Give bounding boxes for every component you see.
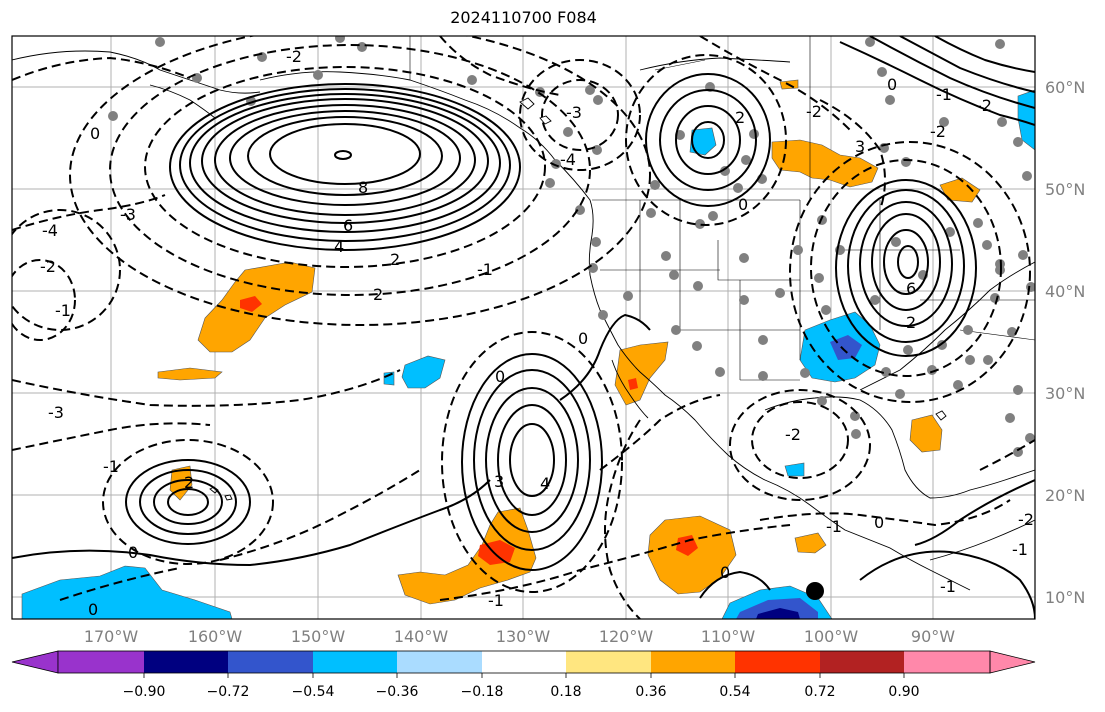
contour-label: -2 bbox=[1018, 510, 1034, 529]
lat-label: 20°N bbox=[1045, 486, 1085, 505]
latitude-labels: 60°N 50°N 40°N 30°N 20°N 10°N bbox=[1045, 78, 1085, 607]
contour-label: -1 bbox=[477, 260, 493, 279]
contour-label: -4 bbox=[42, 221, 58, 240]
contour-label: 6 bbox=[343, 216, 353, 235]
colorbar: −0.90 −0.72 −0.54 −0.36 −0.18 0.18 0.36 … bbox=[11, 650, 1036, 700]
colorbar-label: −0.18 bbox=[461, 684, 504, 700]
contour-label: 2 bbox=[906, 313, 916, 332]
shading-strong-positive bbox=[240, 296, 698, 565]
contour-label: 0 bbox=[90, 124, 100, 143]
lon-label: 90°W bbox=[911, 627, 955, 646]
islands bbox=[209, 97, 947, 501]
lon-label: 170°W bbox=[84, 627, 139, 646]
lon-label: 100°W bbox=[804, 627, 859, 646]
colorbar-label: 0.72 bbox=[804, 684, 835, 700]
contour-label: -3 bbox=[48, 403, 64, 422]
contour-label: 3 bbox=[855, 137, 865, 156]
lat-label: 10°N bbox=[1045, 588, 1085, 607]
lat-label: 40°N bbox=[1045, 282, 1085, 301]
lat-label: 50°N bbox=[1045, 180, 1085, 199]
contour-label: 0 bbox=[495, 367, 505, 386]
contour-label: -2 bbox=[286, 47, 302, 66]
lat-label: 30°N bbox=[1045, 384, 1085, 403]
contour-label: 0 bbox=[720, 563, 730, 582]
lon-label: 110°W bbox=[701, 627, 756, 646]
lon-label: 160°W bbox=[188, 627, 243, 646]
colorbar-segment bbox=[904, 651, 990, 673]
contour-label: -2 bbox=[785, 425, 801, 444]
contour-labels: 8 6 4 2 2 0 -3 -4 -2 -2 -1 -1 0 2 3 4 0 … bbox=[40, 47, 1034, 619]
lon-label: 120°W bbox=[599, 627, 654, 646]
lon-label: 130°W bbox=[496, 627, 551, 646]
colorbar-label: 0.36 bbox=[635, 684, 666, 700]
contours-positive bbox=[12, 36, 1035, 619]
contour-label: -1 bbox=[55, 301, 71, 320]
colorbar-segment bbox=[820, 651, 904, 673]
map-panel: 8 6 4 2 2 0 -3 -4 -2 -2 -1 -1 0 2 3 4 0 … bbox=[12, 36, 1035, 619]
colorbar-segment bbox=[397, 651, 482, 673]
contour-label: -2 bbox=[976, 96, 992, 115]
colorbar-segment bbox=[651, 651, 735, 673]
contour-label: 0 bbox=[874, 513, 884, 532]
contour-label: -2 bbox=[40, 257, 56, 276]
colorbar-label: −0.54 bbox=[292, 684, 335, 700]
longitude-labels: 170°W 160°W 150°W 140°W 130°W 120°W 110°… bbox=[84, 627, 955, 646]
hurricane-marker bbox=[806, 582, 824, 600]
contour-label: 6 bbox=[906, 279, 916, 298]
contour-label: 2 bbox=[735, 108, 745, 127]
contour-label: -2 bbox=[806, 102, 822, 121]
contour-label: -1 bbox=[1012, 540, 1028, 559]
colorbar-right-extend bbox=[989, 650, 1036, 674]
lon-label: 140°W bbox=[394, 627, 449, 646]
contour-label: 4 bbox=[540, 474, 550, 493]
colorbar-label: 0.18 bbox=[550, 684, 581, 700]
contour-label: 2 bbox=[373, 285, 383, 304]
contour-label: -1 bbox=[103, 457, 119, 476]
map-title: 2024110700 F084 bbox=[450, 8, 597, 27]
contour-label: 0 bbox=[887, 75, 897, 94]
colorbar-segment bbox=[735, 651, 820, 673]
contour-label: -1 bbox=[488, 591, 504, 610]
contours-negative bbox=[12, 36, 1035, 619]
colorbar-label: −0.36 bbox=[376, 684, 419, 700]
contour-label: -1 bbox=[936, 85, 952, 104]
contour-label: -4 bbox=[560, 150, 576, 169]
colorbar-segment bbox=[482, 651, 566, 673]
contour-label: -3 bbox=[566, 103, 582, 122]
lat-label: 60°N bbox=[1045, 78, 1085, 97]
contour-label: 0 bbox=[88, 600, 98, 619]
colorbar-segment bbox=[228, 651, 313, 673]
colorbar-label: −0.72 bbox=[207, 684, 250, 700]
colorbar-segment bbox=[144, 651, 228, 673]
colorbar-label: 0.90 bbox=[888, 684, 919, 700]
colorbar-label: −0.90 bbox=[123, 684, 166, 700]
contour-label: 0 bbox=[738, 195, 748, 214]
contour-label: -1 bbox=[826, 517, 842, 536]
contour-label: 4 bbox=[334, 237, 344, 256]
map-frame bbox=[11, 35, 1036, 620]
contour-label: 8 bbox=[358, 178, 368, 197]
contour-label: 3 bbox=[494, 472, 504, 491]
shading-extreme-negative bbox=[756, 608, 800, 619]
contour-label: 0 bbox=[578, 329, 588, 348]
colorbar-segment bbox=[58, 651, 144, 673]
contour-label: 0 bbox=[128, 543, 138, 562]
colorbar-left-extend bbox=[11, 650, 59, 674]
contour-label: -1 bbox=[940, 577, 956, 596]
contour-label: -2 bbox=[930, 122, 946, 141]
lon-label: 150°W bbox=[291, 627, 346, 646]
contour-label: -3 bbox=[120, 205, 136, 224]
contour-label: 2 bbox=[184, 473, 194, 492]
colorbar-label: 0.54 bbox=[719, 684, 750, 700]
colorbar-segment bbox=[566, 651, 651, 673]
colorbar-segment bbox=[313, 651, 397, 673]
contour-label: 2 bbox=[390, 250, 400, 269]
